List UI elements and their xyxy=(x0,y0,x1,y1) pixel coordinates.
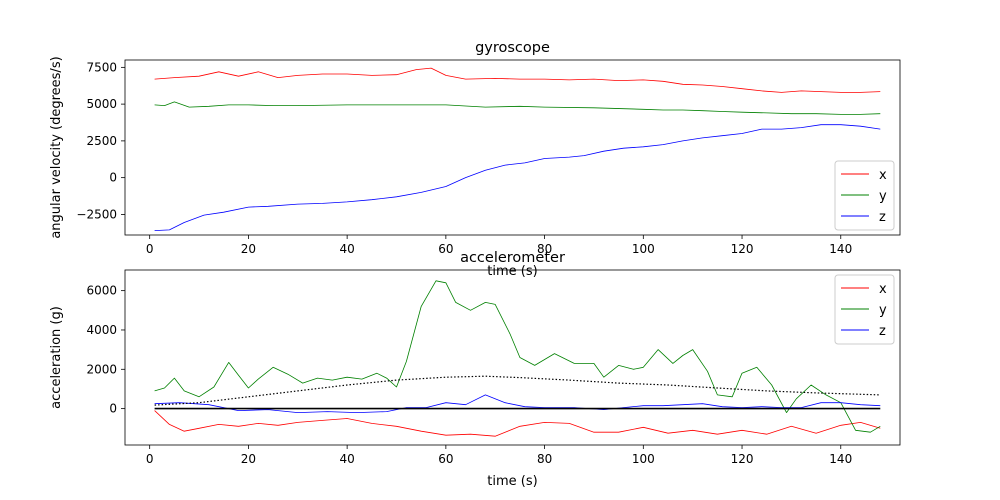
accelerometer-panel: 0 20 40 60 80 100 120 140 0 2000 4000 6000 accelerom… xyxy=(49,250,901,489)
chart-0-ytick-label: 7500 xyxy=(86,60,117,74)
chart-1-ytick-label: 2000 xyxy=(86,362,117,376)
chart-1-legend-label-z: z xyxy=(879,324,886,339)
chart-0-legend-label-z: z xyxy=(879,210,886,225)
chart-1-x-axis-label: time (s) xyxy=(487,474,537,489)
chart-1-xtick-label: 20 xyxy=(241,452,256,466)
chart-0-legend: xyz xyxy=(834,160,895,231)
chart-0-x-axis-label: time (s) xyxy=(487,264,537,279)
chart-1-legend-label-y: y xyxy=(879,303,887,318)
chart-0-xtick-label: 60 xyxy=(438,242,453,256)
chart-0-series-line-x xyxy=(154,67,881,93)
chart-0-xtick-label: 0 xyxy=(146,242,154,256)
chart-1-series-line-x xyxy=(154,410,881,437)
chart-1-series-line-line-3 xyxy=(154,375,881,406)
chart-0-series-group xyxy=(154,67,881,231)
chart-1-legend-box xyxy=(834,274,895,345)
chart-0-ytick-label: −2500 xyxy=(76,207,117,221)
chart-0-y-axis-label: angular velocity (degrees/s) xyxy=(49,56,64,238)
chart-0-xtick-label: 100 xyxy=(632,242,655,256)
chart-1-xtick-label: 60 xyxy=(438,452,453,466)
chart-0-series-line-z xyxy=(154,124,881,231)
chart-1-xtick-label: 40 xyxy=(339,452,354,466)
chart-1-legend: xyz xyxy=(834,274,895,345)
chart-0-xtick-label: 20 xyxy=(241,242,256,256)
chart-1-title: accelerometer xyxy=(460,250,565,266)
chart-0-ytick-label: 5000 xyxy=(86,97,117,111)
chart-1-series-line-z xyxy=(154,394,881,414)
chart-1-ytick-label: 4000 xyxy=(86,323,117,337)
chart-0-xtick-label: 140 xyxy=(829,242,852,256)
chart-0-series-line-y xyxy=(154,101,881,115)
gyroscope-panel: 0 20 40 60 80 100 120 140 −2500 0 2500 5000 7500 gyro… xyxy=(49,40,901,279)
chart-1-xtick-label: 0 xyxy=(146,452,154,466)
chart-0-legend-label-y: y xyxy=(879,189,887,204)
chart-0-xtick-label: 80 xyxy=(537,242,552,256)
chart-1-axes-frame xyxy=(124,269,901,446)
chart-1-ytick-label: 0 xyxy=(109,402,117,416)
chart-1-series-line-y xyxy=(154,280,881,433)
chart-1-y-axis-label: acceleration (g) xyxy=(49,306,64,409)
chart-1-xtick-label: 100 xyxy=(632,452,655,466)
chart-0-xtick-label: 40 xyxy=(339,242,354,256)
chart-1-xtick-label: 80 xyxy=(537,452,552,466)
chart-0-axes-frame xyxy=(124,59,901,236)
chart-1-series-group xyxy=(154,280,881,437)
chart-1-ytick-label: 6000 xyxy=(86,284,117,298)
chart-0-legend-label-x: x xyxy=(879,168,887,183)
chart-1-xtick-label: 120 xyxy=(731,452,754,466)
chart-0-title: gyroscope xyxy=(475,40,550,56)
chart-0-ytick-label: 2500 xyxy=(86,134,117,148)
chart-0-ytick-label: 0 xyxy=(109,171,117,185)
chart-0-legend-box xyxy=(834,160,895,231)
chart-0-xtick-label: 120 xyxy=(731,242,754,256)
chart-1-xtick-label: 140 xyxy=(829,452,852,466)
chart-1-legend-label-x: x xyxy=(879,282,887,297)
